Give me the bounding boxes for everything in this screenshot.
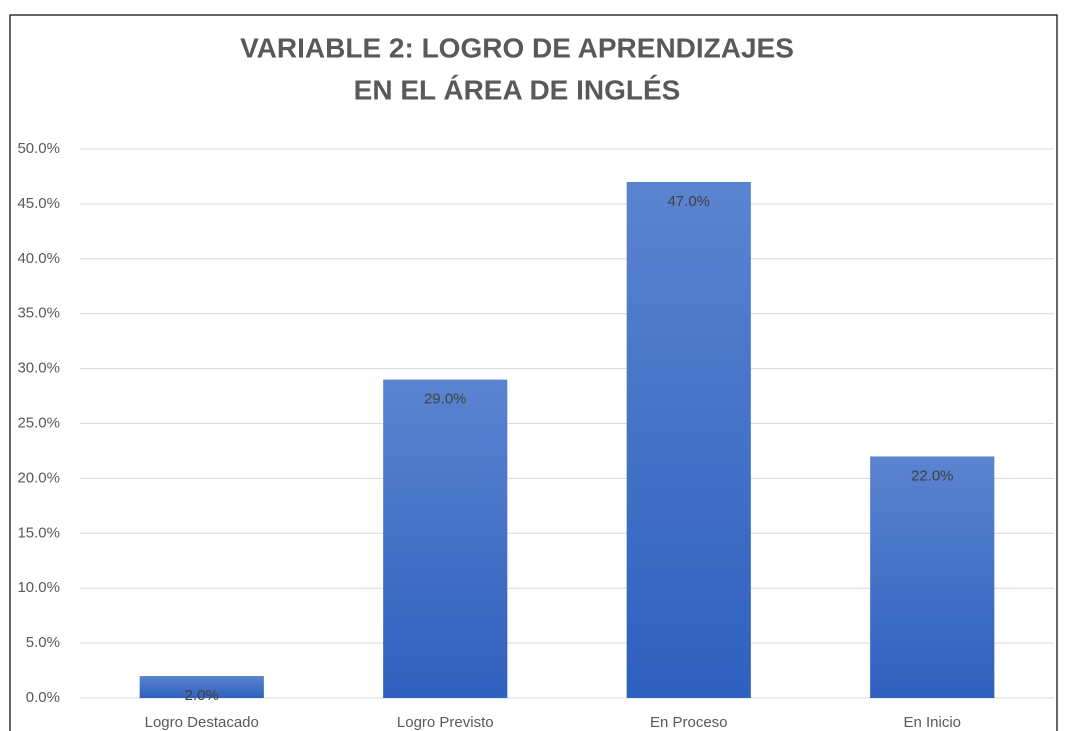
y-tick-label: 15.0% (17, 524, 60, 541)
x-tick-label: Logro Previsto (397, 714, 494, 731)
bar (383, 379, 508, 698)
y-tick-label: 45.0% (17, 195, 60, 212)
y-tick-label: 20.0% (17, 469, 60, 486)
x-tick-label: En Inicio (903, 714, 961, 731)
data-label: 2.0% (185, 687, 219, 704)
y-tick-label: 50.0% (17, 140, 60, 157)
data-label: 22.0% (911, 467, 954, 484)
y-tick-label: 0.0% (26, 689, 60, 706)
chart-title: EN EL ÁREA DE INGLÉS (354, 74, 681, 105)
y-tick-label: 10.0% (17, 579, 60, 596)
x-tick-label: Logro Destacado (145, 714, 259, 731)
y-tick-label: 35.0% (17, 305, 60, 322)
bar (626, 181, 751, 698)
chart-title: VARIABLE 2: LOGRO DE APRENDIZAJES (240, 32, 794, 63)
y-tick-label: 40.0% (17, 250, 60, 267)
y-tick-label: 5.0% (26, 634, 60, 651)
y-tick-label: 25.0% (17, 414, 60, 431)
bar (139, 676, 264, 698)
chart-border (9, 14, 1058, 731)
x-tick-label: En Proceso (650, 714, 728, 731)
y-tick-label: 30.0% (17, 360, 60, 377)
data-label: 29.0% (424, 391, 467, 408)
data-label: 47.0% (667, 193, 710, 210)
bar (870, 456, 995, 698)
